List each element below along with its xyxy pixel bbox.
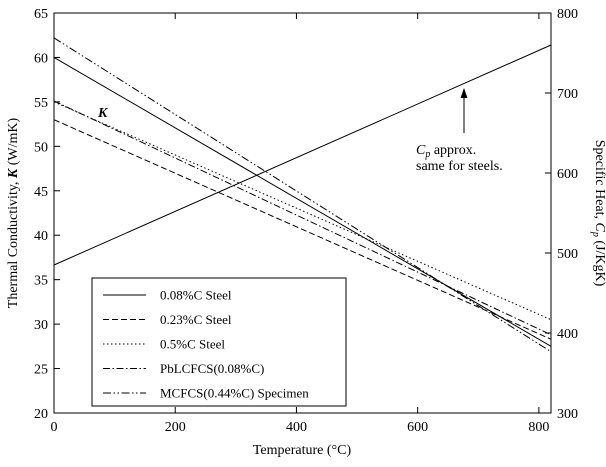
right-y-axis-title-part-4: (J/KgK) bbox=[592, 237, 606, 287]
left-y-axis-ticks: 20 25 30 35 40 45 50 55 60 65 bbox=[34, 7, 60, 422]
right-y-axis-ticks: 300 400 500 600 700 800 bbox=[545, 7, 578, 422]
x-axis-title: Temperature (°C) bbox=[253, 443, 352, 458]
specific-heat-line bbox=[53, 44, 552, 266]
left-y-tick-label: 40 bbox=[34, 229, 48, 244]
right-y-axis-title-part-1: Specific Heat, bbox=[592, 140, 606, 223]
series-line-2 bbox=[53, 119, 552, 340]
right-y-tick-label: 400 bbox=[557, 327, 578, 342]
legend: 0.08%C Steel 0.23%C Steel 0.5%C Steel PbLCF… bbox=[91, 277, 347, 407]
right-y-tick-label: 600 bbox=[557, 167, 578, 182]
series-line-3 bbox=[53, 101, 552, 321]
legend-label-2: 0.23%C Steel bbox=[160, 312, 232, 327]
left-y-axis-title-symbol: K bbox=[6, 167, 21, 179]
left-y-tick-label: 25 bbox=[34, 363, 48, 378]
x-tick-label: 400 bbox=[286, 420, 307, 435]
series-lines bbox=[53, 37, 552, 353]
legend-box bbox=[91, 277, 347, 407]
series-line-1 bbox=[53, 56, 552, 347]
right-y-axis-title-symbol: C bbox=[592, 223, 606, 233]
left-y-axis-title: Thermal Conductivity, K (W/mK) bbox=[6, 117, 21, 308]
right-y-tick-label: 300 bbox=[557, 407, 578, 422]
left-y-tick-label: 35 bbox=[34, 274, 48, 289]
x-tick-label: 0 bbox=[51, 420, 58, 435]
left-y-axis-title-part-3: (W/mK) bbox=[6, 117, 21, 168]
left-y-tick-label: 50 bbox=[34, 140, 48, 155]
legend-label-5: MCFCS(0.44%C) Specimen bbox=[160, 386, 309, 401]
x-tick-label: 600 bbox=[407, 420, 428, 435]
left-y-tick-label: 20 bbox=[34, 407, 48, 422]
annotation-cp-line-1: Cp approx. bbox=[416, 143, 476, 160]
left-y-tick-label: 45 bbox=[34, 185, 48, 200]
annotation-cp-subscript: p bbox=[424, 149, 430, 160]
left-y-tick-label: 60 bbox=[34, 51, 48, 66]
annotation-cp-text: approx. bbox=[430, 143, 476, 158]
annotation-cp-symbol: C bbox=[416, 143, 426, 158]
legend-label-4: PbLCFCS(0.08%C) bbox=[160, 361, 264, 376]
series-line-4 bbox=[53, 100, 552, 336]
left-y-tick-label: 55 bbox=[34, 96, 48, 111]
left-y-tick-label: 30 bbox=[34, 318, 48, 333]
right-y-tick-label: 800 bbox=[557, 7, 578, 22]
left-y-axis-title-part-1: Thermal Conductivity, bbox=[6, 178, 21, 308]
annotation-cp-line-2: same for steels. bbox=[416, 159, 503, 174]
right-y-axis-title: Specific Heat, Cp (J/KgK) bbox=[590, 140, 606, 287]
right-y-axis-title-subscript: p bbox=[590, 231, 601, 237]
x-tick-label: 200 bbox=[165, 420, 186, 435]
left-y-tick-label: 65 bbox=[34, 7, 48, 22]
series-line-5 bbox=[53, 37, 552, 353]
legend-label-1: 0.08%C Steel bbox=[160, 288, 232, 303]
x-tick-label: 800 bbox=[528, 420, 549, 435]
right-y-tick-label: 500 bbox=[557, 247, 578, 262]
x-axis-ticks: 0 200 400 600 800 bbox=[51, 13, 549, 435]
right-y-tick-label: 700 bbox=[557, 87, 578, 102]
legend-label-3: 0.5%C Steel bbox=[160, 337, 225, 352]
plot-frame bbox=[53, 12, 552, 414]
annotation-cp-arrowhead bbox=[460, 88, 468, 98]
annotation-k: K bbox=[97, 106, 109, 121]
